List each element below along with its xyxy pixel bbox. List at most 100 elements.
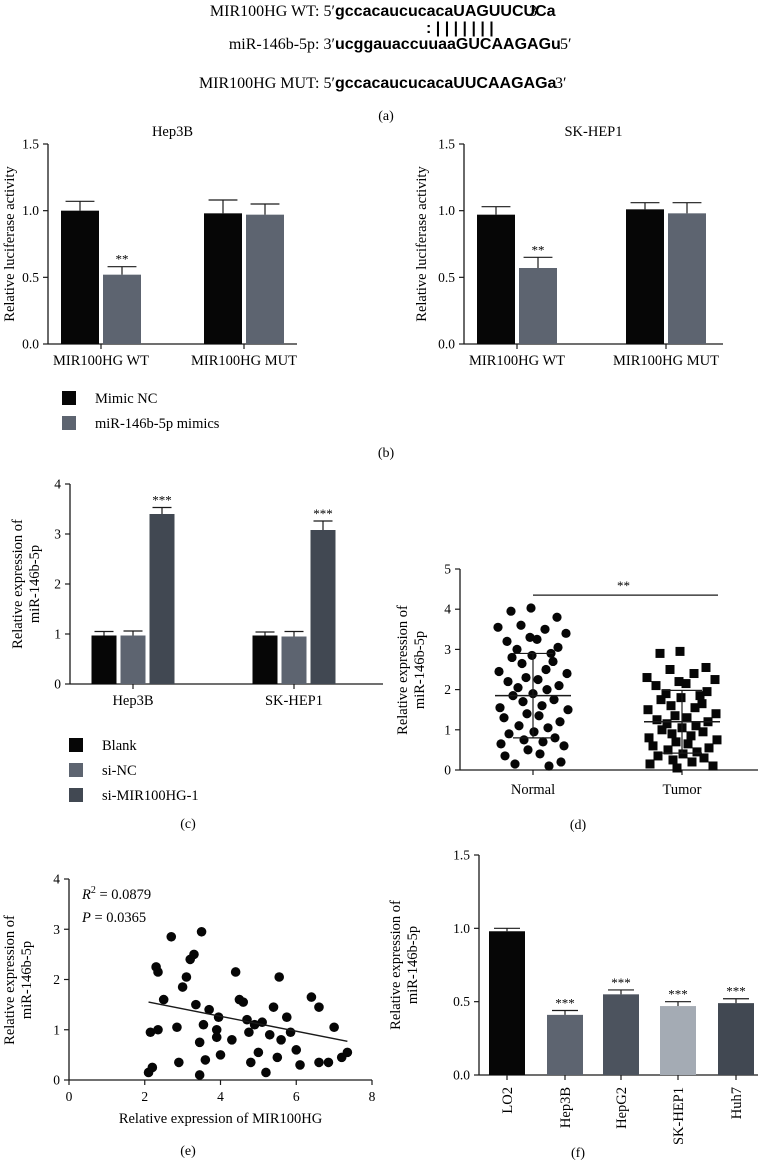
y-tick-label: 4	[444, 602, 451, 617]
legend-swatch	[69, 738, 83, 752]
chart-hep3b-luciferase: 0.0 0.5 1.0 1.5 Hep3B MIR100HG WT MIR100HG MUT…	[2, 124, 297, 369]
data-point	[540, 624, 550, 634]
x-tick-label: HepG2	[614, 1087, 630, 1129]
data-point	[672, 763, 682, 773]
y-axis-title-line: miR-146b-5p	[19, 941, 35, 1019]
data-point	[534, 711, 544, 721]
data-point	[562, 668, 572, 679]
data-point	[518, 697, 528, 707]
legend-label: Mimic NC	[95, 391, 157, 407]
data-point	[656, 695, 666, 705]
data-point	[695, 691, 705, 701]
data-point	[683, 739, 693, 749]
data-point	[535, 749, 545, 759]
data-point	[517, 658, 527, 669]
y-axis-title-line: Relative expression of	[395, 605, 411, 735]
y-tick-label: 1	[444, 722, 451, 737]
panel-label-f: (f)	[571, 1146, 585, 1161]
bar	[668, 213, 706, 344]
data-point	[556, 757, 566, 767]
legend-label: si-NC	[102, 763, 137, 779]
bar	[547, 1014, 583, 1075]
y-axis-title-line: miR-146b-5p	[412, 631, 428, 709]
y-tick-label: 0.0	[453, 1068, 470, 1083]
legend-swatch	[62, 391, 76, 405]
wt-seq-suffix: 3′	[529, 3, 541, 20]
data-point	[643, 705, 653, 715]
sequence-alignment: MIR100HG WT: 5′ gccacaucucacaUAGUUCUCa 3…	[199, 3, 572, 124]
bar	[61, 210, 99, 344]
significance-marker: ***	[668, 987, 688, 1002]
x-tick-label: Hep3B	[558, 1087, 574, 1128]
data-point	[147, 1062, 158, 1073]
data-point	[227, 1035, 237, 1045]
data-point	[194, 1070, 205, 1080]
x-tick-label: 6	[293, 1089, 300, 1104]
mir-seq-suffix: 5′	[560, 36, 572, 53]
data-point	[542, 685, 552, 695]
data-point	[541, 664, 551, 675]
chart-title: Hep3B	[152, 124, 193, 140]
y-tick-label: 1.5	[22, 137, 39, 152]
data-point	[523, 745, 533, 755]
data-point	[522, 709, 532, 719]
data-point	[261, 1067, 271, 1078]
x-tick-label: MIR100HG WT	[53, 353, 149, 369]
panel-label-a: (a)	[378, 109, 394, 124]
data-point	[642, 673, 652, 683]
data-point	[549, 695, 559, 705]
y-tick-label: 4	[53, 872, 60, 887]
data-point	[661, 689, 671, 699]
data-point	[676, 693, 686, 703]
legend-swatch	[62, 416, 76, 430]
x-tick-label: 0	[66, 1089, 73, 1104]
data-point	[177, 982, 188, 992]
data-point	[153, 1024, 163, 1035]
data-point	[550, 733, 560, 743]
data-point	[246, 1057, 256, 1068]
data-point	[702, 687, 712, 697]
data-point	[704, 743, 714, 753]
data-point	[678, 749, 688, 759]
data-point	[648, 741, 658, 751]
data-point	[651, 681, 661, 691]
y-tick-label: 1	[54, 627, 61, 642]
y-tick-label: 2	[444, 682, 451, 697]
data-point	[342, 1047, 353, 1058]
y-tick-label: 4	[54, 477, 61, 492]
data-point	[667, 729, 677, 739]
data-point	[665, 665, 675, 674]
y-tick-label: 3	[54, 527, 61, 542]
data-point	[295, 1060, 305, 1070]
legend-b: Mimic NC miR-146b-5p mimics	[62, 391, 220, 432]
data-point	[514, 721, 524, 731]
x-tick-label: MIR100HG WT	[469, 353, 565, 369]
x-tick-label: Tumor	[663, 782, 702, 798]
x-tick-label: Normal	[511, 782, 555, 798]
legend-label: si-MIR100HG-1	[102, 788, 199, 804]
data-point	[682, 713, 692, 723]
data-point	[671, 737, 681, 747]
y-tick-label: 1.0	[22, 203, 39, 218]
p-value-label: P = 0.0365	[81, 910, 146, 926]
data-point	[244, 1027, 254, 1038]
data-point	[329, 1022, 339, 1033]
x-tick-label: MIR100HG MUT	[191, 353, 297, 369]
data-point	[687, 757, 697, 767]
data-point	[710, 675, 720, 685]
data-point	[314, 1057, 324, 1068]
bar	[718, 1003, 754, 1075]
data-point	[521, 672, 531, 683]
mut-seq: gccacaucucacaUUCAAGAGa	[335, 75, 557, 92]
bar	[281, 636, 307, 684]
x-tick-label: Huh7	[729, 1087, 745, 1119]
chart-c-knockdown: 0 1 2 3 4 Hep3B SK-HEP1 *** *** Relative expressi…	[10, 477, 383, 709]
y-tick-label: 1.0	[453, 921, 470, 936]
legend-c: Blank si-NC si-MIR100HG-1	[69, 738, 199, 804]
y-axis-title-line: miR-146b-5p	[27, 545, 43, 623]
significance-marker: ***	[152, 493, 172, 508]
data-point	[204, 1004, 214, 1015]
data-point	[507, 652, 517, 663]
data-point	[506, 606, 516, 616]
